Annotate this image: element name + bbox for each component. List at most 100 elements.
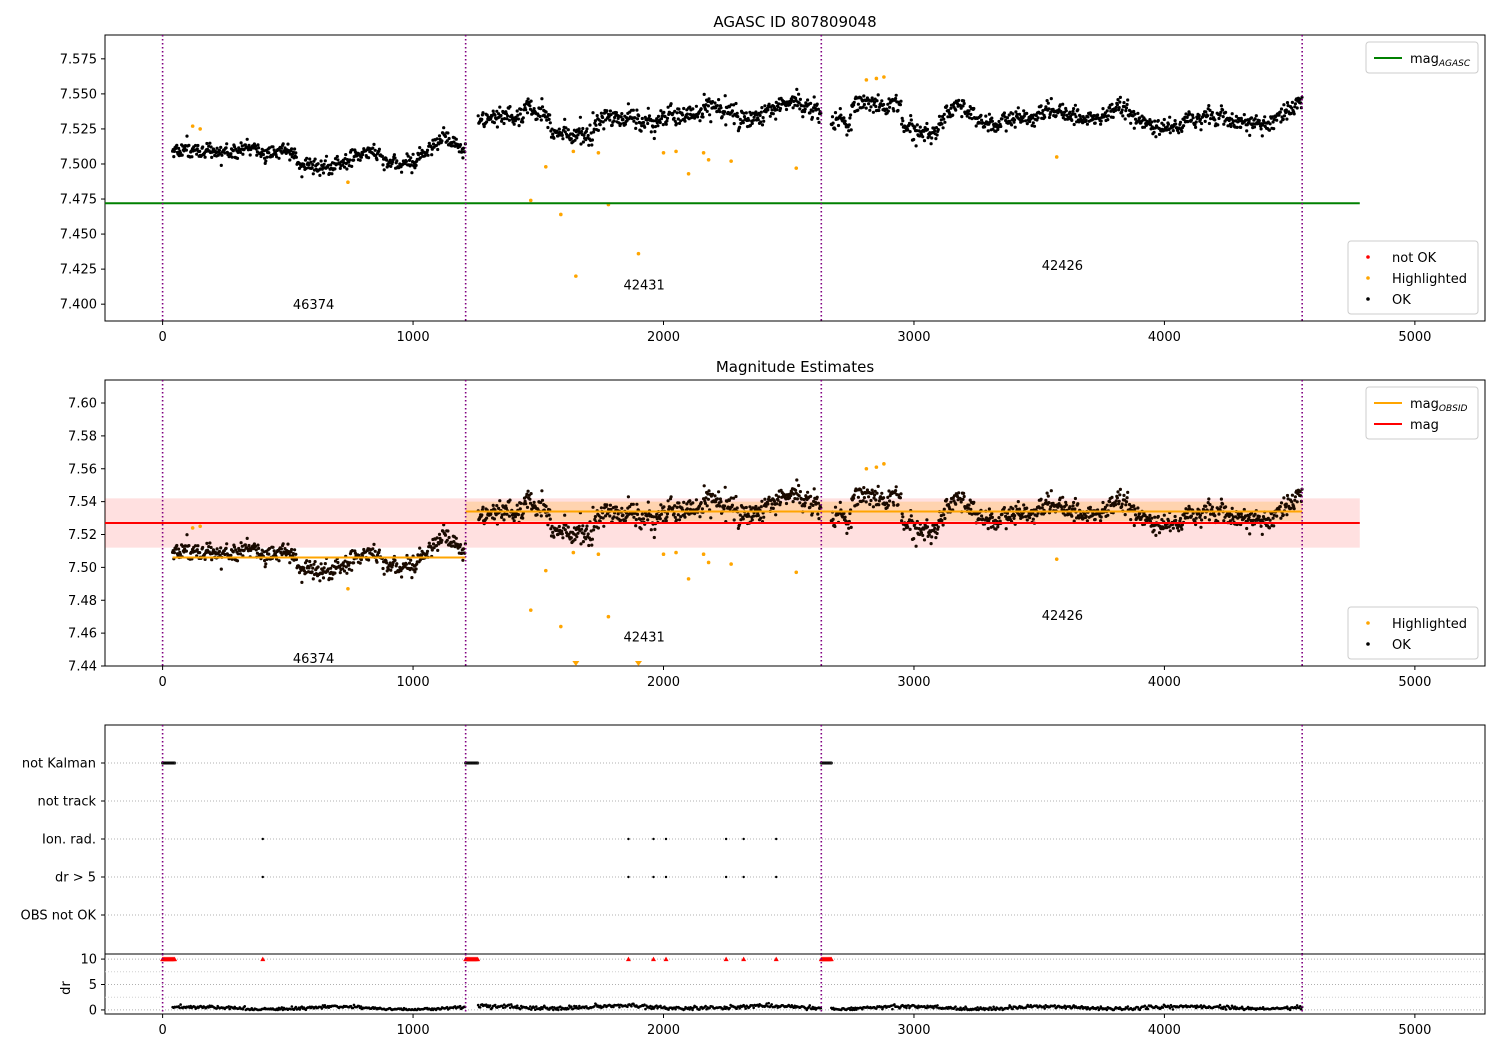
data-point [997, 119, 1001, 124]
data-point [1136, 506, 1140, 510]
data-point [569, 137, 573, 141]
data-point [584, 129, 589, 133]
data-point [440, 139, 444, 143]
data-point [184, 148, 188, 152]
data-point [619, 115, 623, 119]
data-point [942, 112, 946, 116]
data-point [750, 121, 754, 125]
data-point [711, 100, 715, 104]
data-point [587, 143, 591, 147]
data-point [1231, 119, 1235, 123]
data-point [946, 115, 950, 119]
data-point [967, 503, 971, 507]
data-point [1132, 504, 1136, 508]
data-point [1168, 529, 1172, 533]
data-point [203, 155, 207, 159]
data-point [1038, 111, 1042, 115]
data-point [852, 496, 856, 500]
data-point [679, 119, 683, 123]
data-point [1178, 120, 1183, 124]
data-point [685, 507, 690, 511]
data-point [1028, 119, 1032, 124]
data-point [521, 116, 525, 120]
data-point [932, 126, 936, 130]
data-point [1071, 504, 1075, 508]
data-point [896, 108, 900, 113]
data-point [1198, 117, 1202, 122]
data-point [594, 123, 598, 127]
data-point [677, 107, 681, 111]
data-point [808, 505, 812, 509]
x-tick-label: 0 [158, 330, 166, 345]
data-point [1047, 107, 1051, 111]
data-point [241, 152, 245, 156]
dr-point [893, 1003, 896, 1006]
data-point [1253, 512, 1257, 516]
data-point [291, 552, 295, 556]
data-point [350, 568, 354, 572]
data-point [713, 494, 717, 498]
data-point [1118, 100, 1122, 104]
data-point [935, 531, 939, 536]
data-point [1046, 494, 1050, 498]
data-point [1254, 114, 1258, 118]
data-point [861, 499, 865, 503]
data-point [694, 104, 699, 108]
dr-point [618, 1005, 621, 1009]
data-point [516, 513, 521, 517]
data-point [1136, 111, 1140, 115]
x-tick-label: 3000 [897, 330, 930, 345]
data-point [502, 518, 506, 522]
data-point [489, 117, 493, 121]
data-point [601, 115, 605, 120]
data-point [309, 563, 313, 567]
data-point [1085, 519, 1089, 523]
data-point [1111, 115, 1115, 119]
data-point [682, 500, 686, 504]
data-point [886, 503, 891, 507]
points-layer [171, 75, 1304, 278]
highlighted-point [559, 212, 563, 217]
data-point [774, 513, 778, 517]
data-point [888, 105, 892, 109]
data-point [345, 167, 349, 171]
data-point [734, 101, 738, 106]
data-point [308, 559, 312, 564]
y-axis: 7.447.467.487.507.527.547.567.587.60 [68, 397, 105, 675]
data-point [350, 148, 354, 152]
data-point [849, 525, 853, 530]
data-point [320, 167, 324, 171]
data-point [576, 531, 580, 535]
data-point [789, 101, 793, 105]
data-point [1247, 119, 1251, 123]
data-point [741, 517, 745, 521]
data-point [812, 487, 816, 491]
data-point [960, 115, 964, 119]
data-point [391, 563, 395, 567]
data-point [343, 157, 347, 161]
dr-point [1053, 1004, 1057, 1007]
data-point [758, 113, 762, 117]
data-point [575, 535, 579, 539]
data-point [752, 115, 756, 119]
grid-layer [105, 958, 1485, 1011]
data-point [806, 98, 810, 102]
dr-point [1043, 1007, 1047, 1010]
data-point [172, 551, 176, 555]
highlighted-point [636, 251, 641, 256]
data-point [1084, 118, 1088, 123]
data-point [639, 129, 643, 133]
data-point [1165, 128, 1169, 132]
data-point [1114, 105, 1118, 109]
data-point [1058, 103, 1062, 107]
data-point [225, 542, 229, 546]
data-point [972, 500, 976, 504]
data-point [691, 501, 695, 505]
data-point [1180, 129, 1184, 133]
data-point [185, 533, 189, 537]
data-point [196, 544, 200, 548]
data-point [836, 123, 841, 128]
data-point [1124, 109, 1128, 113]
data-point [209, 545, 213, 550]
data-point [375, 158, 379, 162]
